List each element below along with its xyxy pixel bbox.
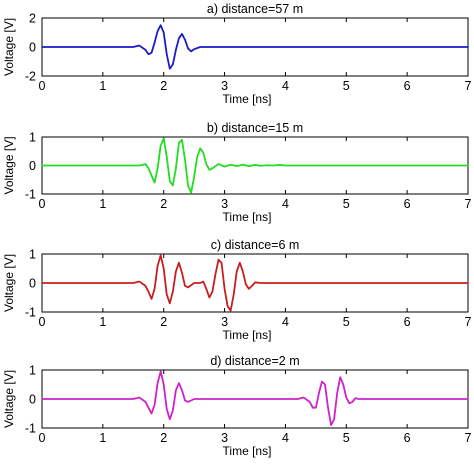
x-tick-label: 0 — [39, 315, 46, 329]
subplot-title: b) distance=15 m — [207, 121, 303, 135]
x-axis-label: Time [ns] — [223, 444, 272, 458]
y-axis-label: Voltage [V] — [2, 370, 16, 428]
y-tick-label: -1 — [25, 422, 36, 436]
x-tick-label: 2 — [160, 315, 167, 329]
y-axis-label: Voltage [V] — [2, 254, 16, 312]
y-tick-label: -2 — [25, 70, 36, 84]
x-tick-label: 4 — [282, 315, 289, 329]
x-tick-label: 6 — [404, 197, 411, 211]
y-axis-label: Voltage [V] — [2, 18, 16, 76]
subplot-title: a) distance=57 m — [207, 2, 303, 16]
y-axis-label: Voltage [V] — [2, 136, 16, 194]
x-tick-label: 6 — [404, 315, 411, 329]
y-tick-label: 1 — [29, 364, 36, 378]
x-tick-label: 1 — [99, 315, 106, 329]
x-tick-label: 3 — [221, 315, 228, 329]
x-tick-label: 1 — [99, 431, 106, 445]
x-tick-label: 6 — [404, 431, 411, 445]
x-tick-label: 5 — [343, 431, 350, 445]
y-tick-label: 0 — [29, 393, 36, 407]
y-tick-label: 2 — [29, 12, 36, 26]
y-tick-label: -1 — [25, 306, 36, 320]
y-tick-label: 0 — [29, 159, 36, 173]
y-tick-label: 1 — [29, 131, 36, 145]
x-tick-label: 0 — [39, 197, 46, 211]
x-axis-label: Time [ns] — [223, 92, 272, 106]
x-tick-label: 3 — [221, 79, 228, 93]
x-tick-label: 5 — [343, 79, 350, 93]
x-tick-label: 4 — [282, 79, 289, 93]
y-tick-label: 0 — [29, 41, 36, 55]
x-axis-label: Time [ns] — [223, 328, 272, 342]
y-tick-label: 0 — [29, 277, 36, 291]
signal-line-d — [41, 370, 469, 427]
signal-line-c — [41, 254, 469, 312]
x-tick-label: 2 — [160, 79, 167, 93]
x-tick-label: 7 — [465, 315, 472, 329]
x-tick-label: 4 — [282, 197, 289, 211]
x-tick-label: 1 — [99, 197, 106, 211]
x-tick-label: 5 — [343, 315, 350, 329]
x-tick-label: 0 — [39, 431, 46, 445]
x-tick-label: 2 — [160, 431, 167, 445]
x-tick-label: 7 — [465, 197, 472, 211]
x-tick-label: 2 — [160, 197, 167, 211]
x-tick-label: 7 — [465, 79, 472, 93]
x-tick-label: 6 — [404, 79, 411, 93]
x-tick-label: 4 — [282, 431, 289, 445]
x-tick-label: 5 — [343, 197, 350, 211]
y-tick-label: 1 — [29, 248, 36, 262]
subplot-title: d) distance=2 m — [210, 354, 299, 368]
x-tick-label: 0 — [39, 79, 46, 93]
signal-line-a — [41, 24, 469, 70]
x-tick-label: 7 — [465, 431, 472, 445]
x-axis-label: Time [ns] — [223, 210, 272, 224]
x-tick-label: 3 — [221, 431, 228, 445]
y-tick-label: -1 — [25, 188, 36, 202]
x-tick-label: 3 — [221, 197, 228, 211]
subplot-title: c) distance=6 m — [211, 238, 300, 252]
x-tick-label: 1 — [99, 79, 106, 93]
signal-line-b — [41, 137, 469, 194]
